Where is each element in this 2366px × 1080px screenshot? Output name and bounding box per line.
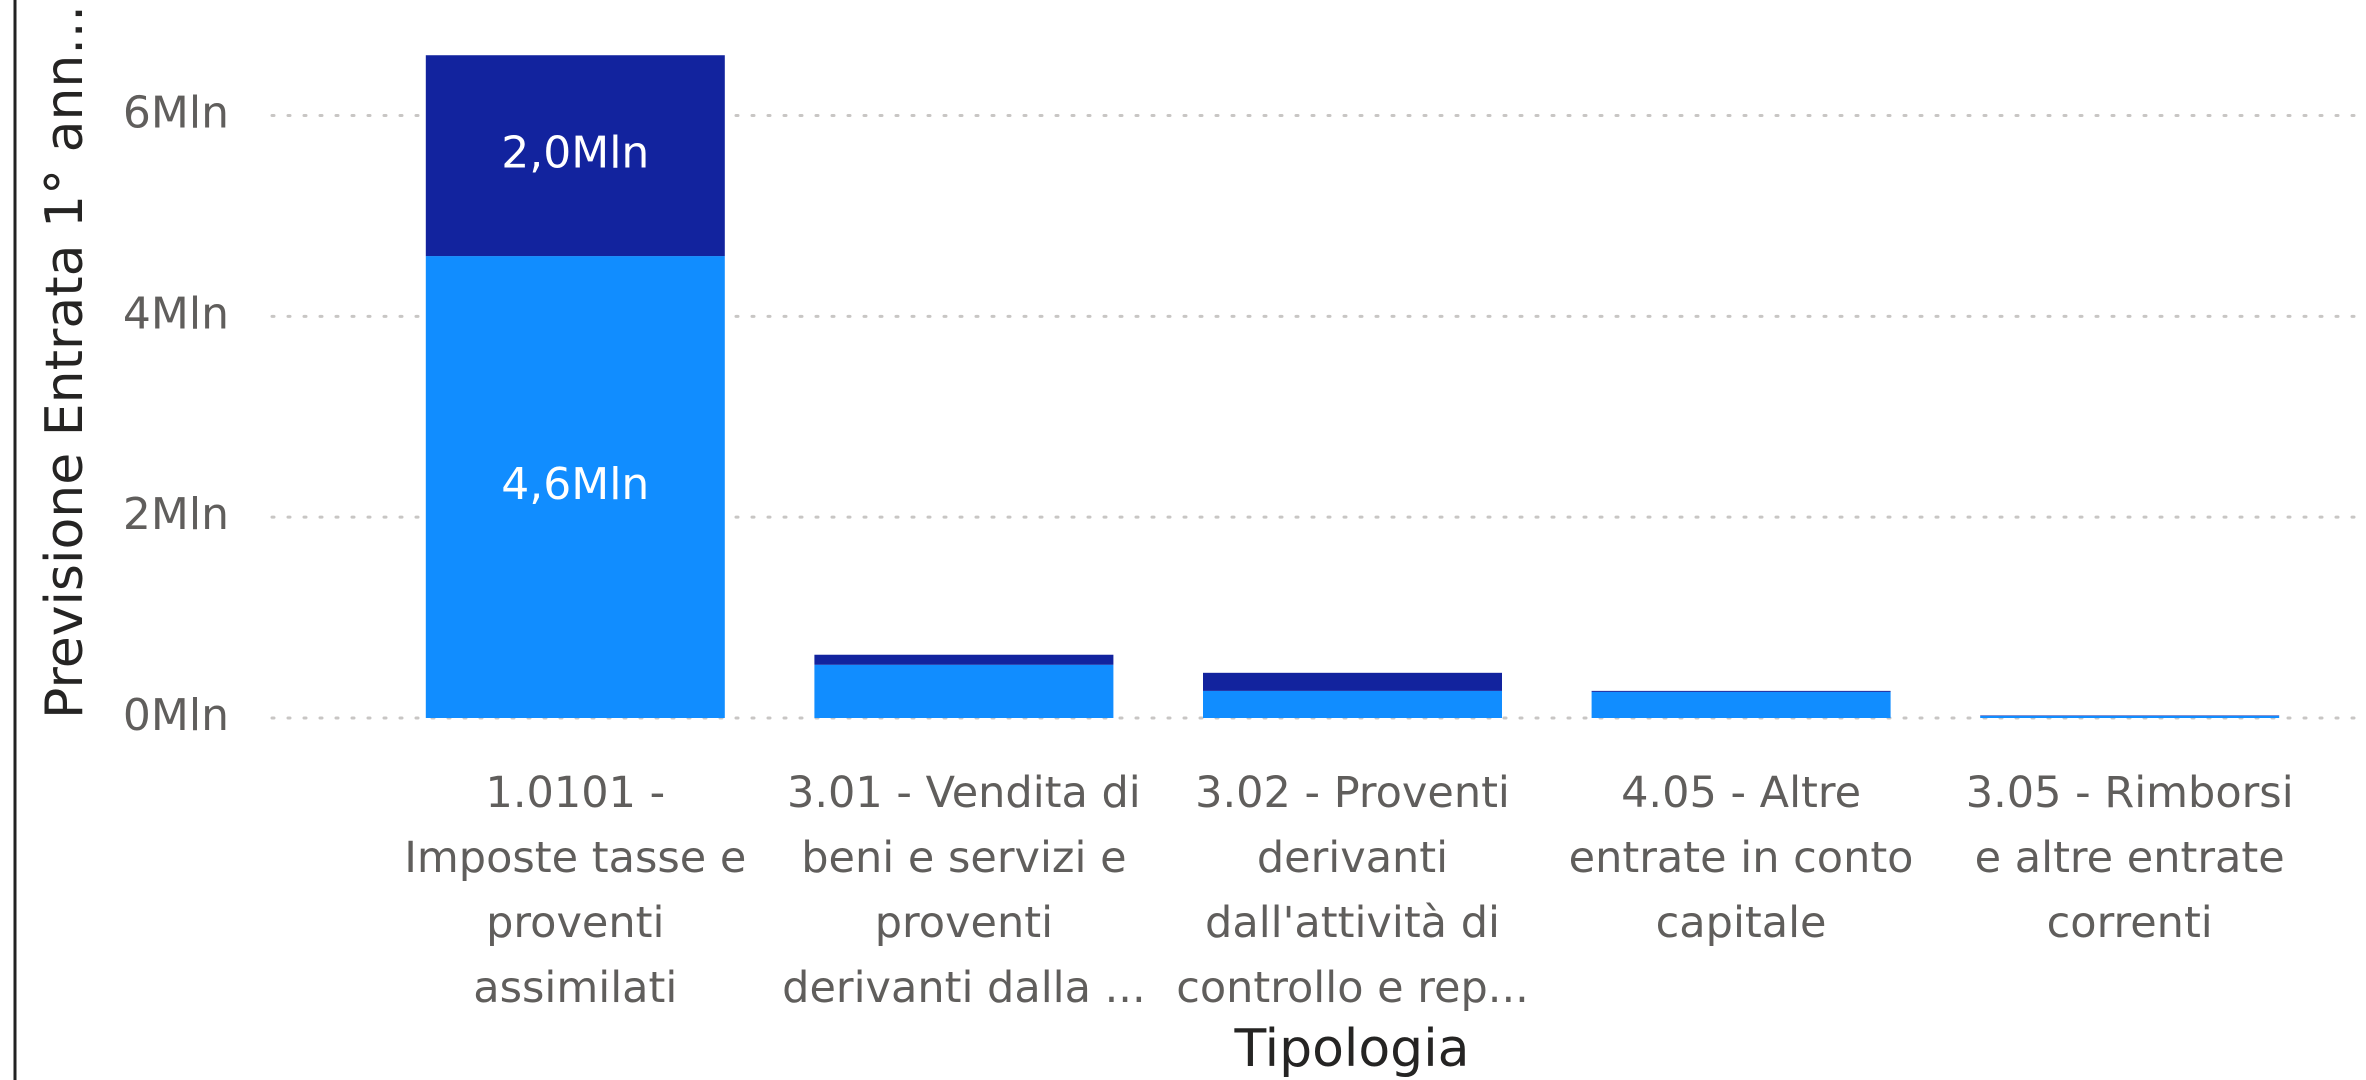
bar-segment <box>1591 691 1891 718</box>
y-tick-label: 2Mln <box>123 489 229 540</box>
bar-segment <box>1203 690 1502 718</box>
y-tick-label: 6Mln <box>123 87 229 138</box>
bar-segment <box>1203 672 1502 691</box>
x-tick-line: assimilati <box>473 963 677 1013</box>
x-tick-line: e altre entrate <box>1975 833 2285 883</box>
x-tick-label: 3.02 - Proventi derivanti dall'attività di… <box>1176 768 1529 1013</box>
x-tick-line: 4.05 - Altre <box>1621 768 1861 818</box>
y-tick-label: 0Mln <box>123 690 229 741</box>
x-tick-line: proventi <box>875 898 1053 948</box>
x-tick-label: 3.05 - Rimborsi e altre entrate correnti <box>1966 768 2294 948</box>
x-tick-line: derivanti <box>1257 833 1448 883</box>
y-axis-title: Previsione Entrata 1° ann... <box>35 5 95 719</box>
x-tick-line: controllo e rep... <box>1176 963 1529 1013</box>
y-tick-label: 4Mln <box>123 288 229 339</box>
x-tick-line: capitale <box>1656 898 1827 948</box>
bar-segment <box>425 55 725 257</box>
x-tick-line: dall'attività di <box>1205 898 1500 948</box>
x-tick-line: 3.01 - Vendita di <box>787 768 1141 818</box>
x-tick-line: 3.05 - Rimborsi <box>1966 768 2294 818</box>
x-tick-line: beni e servizi e <box>801 833 1126 883</box>
x-axis-title: Tipologia <box>1233 1019 1469 1079</box>
x-tick-label: 4.05 - Altre entrate in conto capitale <box>1569 768 1914 948</box>
x-tick-label: 3.01 - Vendita di beni e servizi e provent… <box>782 768 1145 1013</box>
bar-segment <box>814 664 1114 718</box>
data-label: 4,6Mln <box>501 459 649 510</box>
x-tick-line: entrate in conto <box>1569 833 1914 883</box>
bar-segment <box>1980 715 2280 718</box>
x-tick-line: proventi <box>486 898 664 948</box>
x-tick-label: 1.0101 - Imposte tasse e proventi assimilat… <box>404 768 746 1013</box>
x-tick-line: 3.02 - Proventi <box>1195 768 1510 818</box>
x-tick-line: derivanti dalla ... <box>782 963 1145 1013</box>
x-tick-line: Imposte tasse e <box>404 833 746 883</box>
bar-segment <box>1980 715 2280 716</box>
x-tick-line: 1.0101 - <box>485 768 665 818</box>
bar-segment <box>1591 690 1891 692</box>
bar-segment <box>814 654 1114 665</box>
data-label: 2,0Mln <box>501 128 649 179</box>
bar-segment <box>425 256 725 718</box>
x-tick-line: correnti <box>2047 898 2213 948</box>
